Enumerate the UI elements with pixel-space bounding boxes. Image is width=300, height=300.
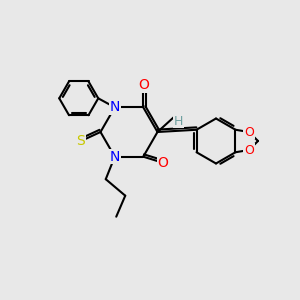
Text: H: H xyxy=(174,115,183,128)
Text: S: S xyxy=(76,134,85,148)
Text: O: O xyxy=(157,156,168,170)
Text: O: O xyxy=(244,143,254,157)
Text: N: N xyxy=(110,100,120,114)
Text: O: O xyxy=(138,78,149,92)
Text: N: N xyxy=(110,150,120,164)
Text: O: O xyxy=(244,125,254,139)
